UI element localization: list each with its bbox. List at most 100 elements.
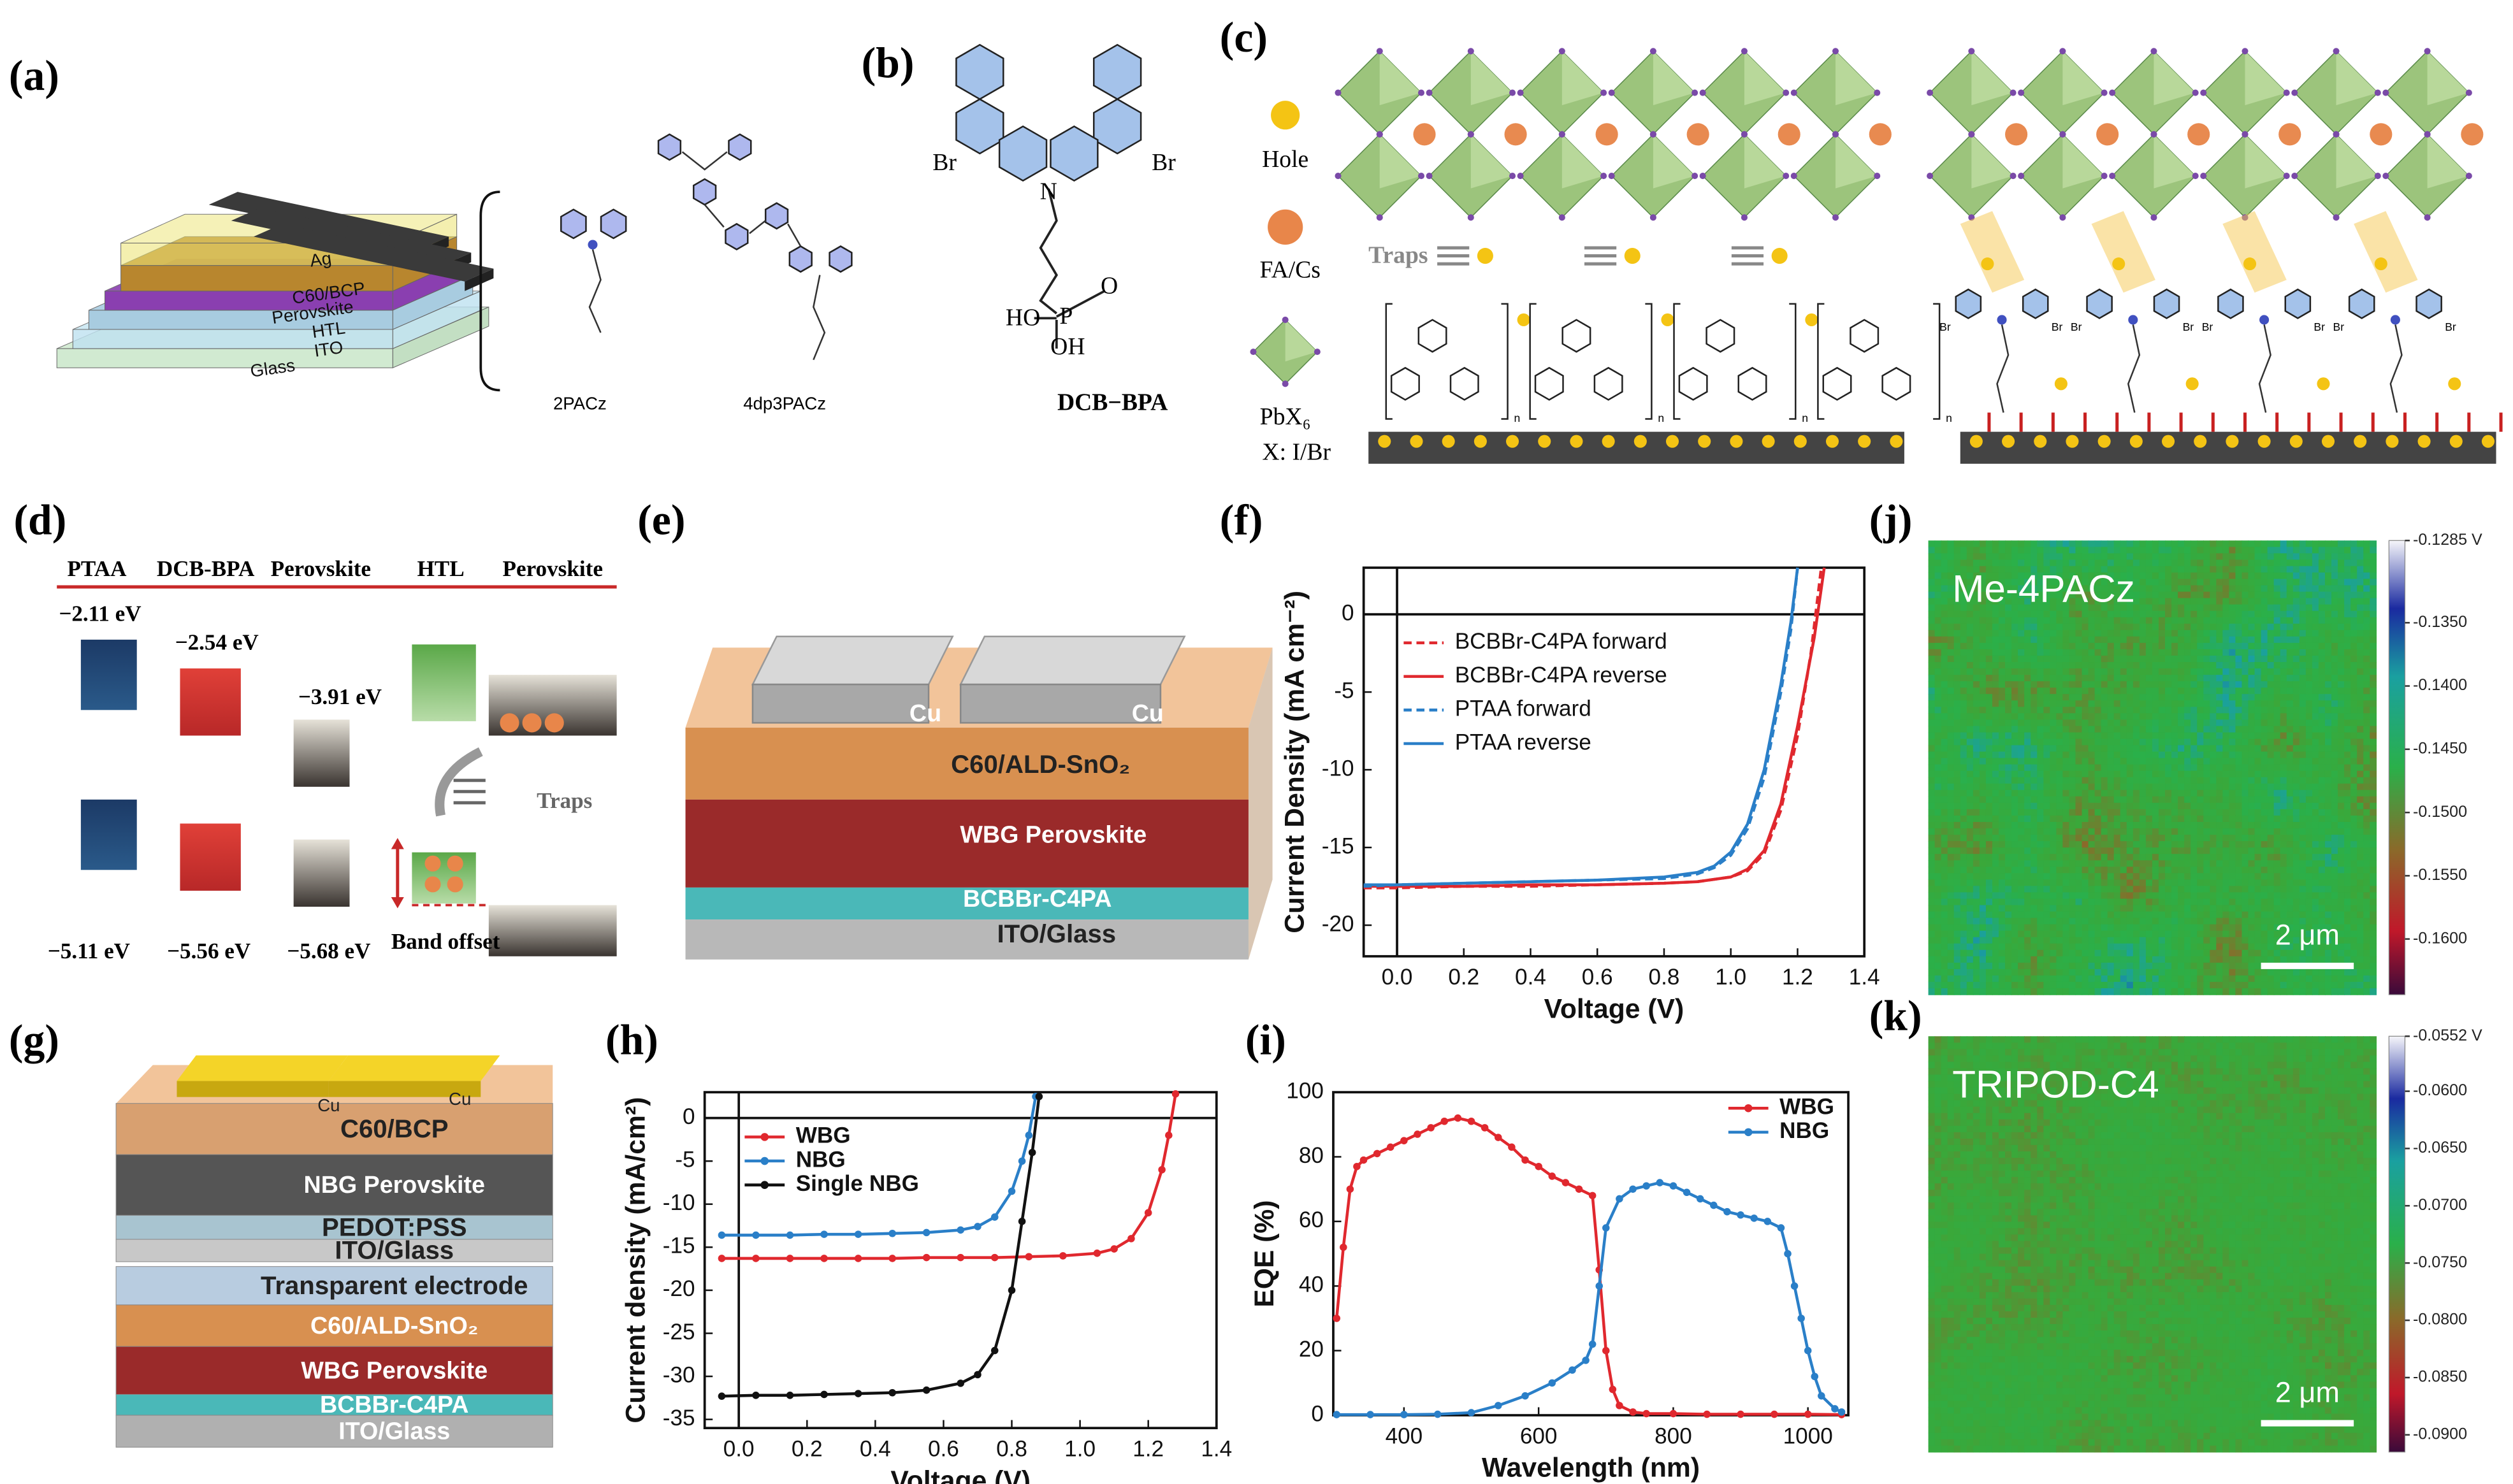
shape <box>693 178 717 206</box>
pixel <box>2350 860 2357 868</box>
bond <box>1034 188 1105 349</box>
pixel <box>1928 809 1936 816</box>
shape <box>1442 435 1455 448</box>
pixel <box>2197 847 2204 854</box>
pixel <box>2120 572 2127 580</box>
pixel <box>2178 905 2185 912</box>
pixel <box>1966 796 1974 803</box>
pixel <box>2370 566 2377 573</box>
pixel <box>2145 566 2153 573</box>
shape <box>1790 89 1797 96</box>
label: BCBBr-C4PA reverse <box>1455 663 1667 688</box>
pixel <box>2370 726 2377 733</box>
pixel <box>2082 854 2089 861</box>
pixel <box>2158 591 2166 599</box>
pixel <box>2069 783 2076 791</box>
pixel <box>1999 623 2006 631</box>
pixel <box>2011 770 2018 778</box>
pixel <box>2254 789 2262 797</box>
pixel <box>2075 598 2083 605</box>
pixel <box>2248 911 2256 919</box>
pixel <box>2370 841 2377 848</box>
pixel <box>2082 642 2089 650</box>
pixel <box>2312 764 2319 772</box>
pixel <box>2101 726 2108 733</box>
shape <box>760 1133 769 1141</box>
pixel <box>2344 789 2351 797</box>
pixel <box>2069 610 2076 618</box>
shape <box>2018 173 2025 180</box>
pixel <box>2094 860 2102 868</box>
pixel <box>2024 642 2031 650</box>
pixel <box>2018 930 2025 938</box>
pixel <box>2210 540 2217 548</box>
pixel <box>2357 783 2364 791</box>
pixel <box>2299 892 2307 900</box>
pixel <box>2043 841 2051 848</box>
pixel <box>2018 924 2025 932</box>
pixel <box>2324 886 2332 893</box>
label: C60/ALD-SnO₂ <box>310 1312 478 1339</box>
point <box>1400 1411 1408 1418</box>
pixel <box>1953 719 1961 727</box>
pixel <box>2120 835 2127 842</box>
pixel <box>1999 591 2006 599</box>
pixel <box>2094 930 2102 938</box>
pixel <box>1953 764 1961 772</box>
pixel <box>2344 745 2351 753</box>
pixel <box>2024 841 2031 848</box>
pixel <box>2312 598 2319 605</box>
pixel <box>1941 911 1948 919</box>
pixel <box>2075 553 2083 561</box>
pixel <box>1992 585 1999 593</box>
pixel <box>1992 751 1999 759</box>
pixel <box>1953 892 1961 900</box>
pixel <box>2184 719 2191 727</box>
pixel <box>1947 604 1955 612</box>
pixel <box>2305 860 2313 868</box>
pixel <box>2145 758 2153 765</box>
pixel <box>2363 789 2371 797</box>
pixel <box>2197 777 2204 784</box>
pixel <box>2018 918 2025 925</box>
pixel <box>2178 886 2185 893</box>
pixel <box>2120 751 2127 759</box>
pixel <box>2203 860 2211 868</box>
pixel <box>2273 745 2281 753</box>
pixel <box>2005 572 2012 580</box>
pixel <box>2184 688 2191 695</box>
pixel <box>2286 566 2294 573</box>
pixel <box>2280 585 2287 593</box>
point <box>718 1255 726 1262</box>
pixel <box>1928 688 1936 695</box>
pixel <box>2024 796 2031 803</box>
pixel <box>2241 867 2249 874</box>
pixel <box>2043 854 2051 861</box>
pixel <box>2318 726 2326 733</box>
pixel <box>2152 821 2159 829</box>
pixel <box>2120 918 2127 925</box>
pixel <box>2082 918 2089 925</box>
pixel <box>2292 924 2300 932</box>
pixel <box>1979 559 1987 567</box>
pixel <box>2191 777 2198 784</box>
pixel <box>2171 867 2178 874</box>
pixel <box>1966 636 1974 644</box>
label: n <box>1802 412 1808 424</box>
pixel <box>2018 828 2025 835</box>
pixel <box>2197 726 2204 733</box>
pixel <box>2286 610 2294 618</box>
pixel <box>2344 604 2351 612</box>
pixel <box>2050 789 2057 797</box>
pixel <box>1941 579 1948 586</box>
pixel <box>2024 758 2031 765</box>
pixel <box>2145 764 2153 772</box>
pixel <box>2011 713 2018 721</box>
shape <box>1832 48 1839 55</box>
pixel <box>2101 789 2108 797</box>
pixel <box>2158 559 2166 567</box>
pixel <box>1966 694 1974 702</box>
pixel <box>1953 726 1961 733</box>
pixel <box>1973 745 1980 753</box>
pixel <box>2248 777 2256 784</box>
